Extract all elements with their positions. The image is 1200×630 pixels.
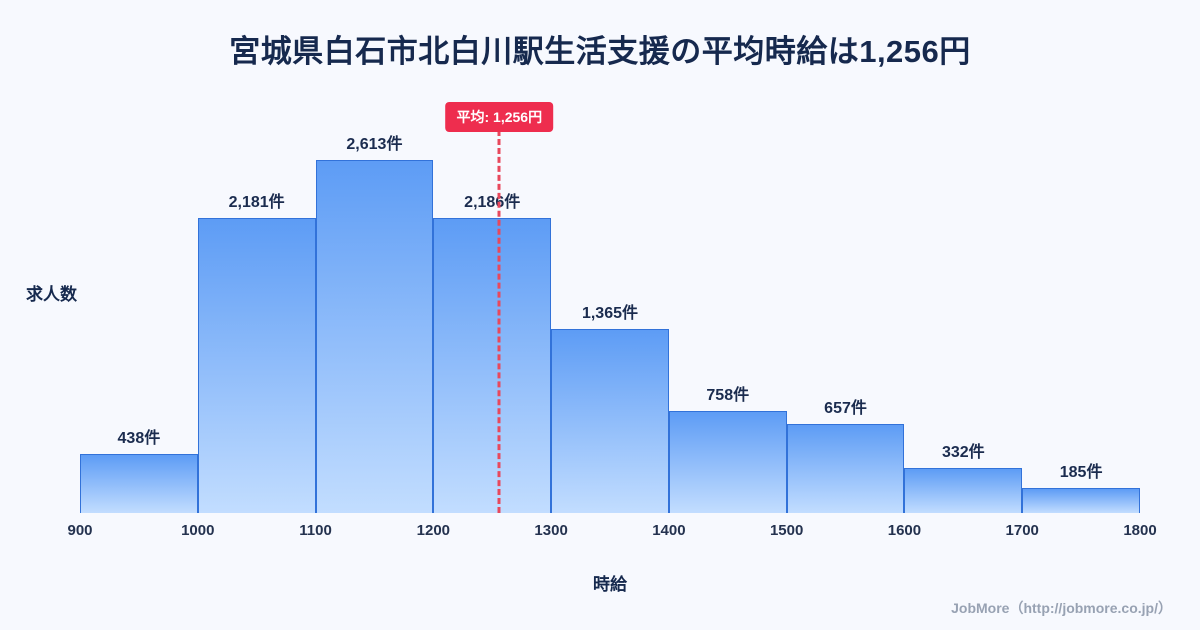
bar-value-label: 1,365件	[581, 304, 639, 322]
bar-value-label: 438件	[117, 429, 161, 447]
histogram-bar: 657件	[786, 400, 905, 513]
histogram-bar: 2,613件	[315, 136, 434, 513]
x-tick-label: 1300	[534, 522, 568, 539]
bar-value-label: 657件	[824, 400, 867, 418]
x-tick-label: 1700	[1005, 522, 1039, 539]
footer-credit: JobMore（http://jobmore.co.jp/）	[951, 600, 1172, 616]
average-line	[497, 130, 501, 513]
histogram-bar: 1,365件	[551, 305, 669, 513]
histogram-bar: 2,186件	[433, 194, 552, 513]
histogram-bar: 2,181件	[197, 194, 316, 513]
x-tick-label: 1400	[652, 522, 686, 539]
x-tick-label: 1800	[1123, 522, 1157, 539]
histogram-bar: 758件	[668, 387, 787, 513]
histogram-bar: 332件	[904, 444, 1023, 513]
bar-value-label: 332件	[941, 444, 985, 462]
x-tick-label: 1500	[769, 522, 804, 539]
histogram-bar: 438件	[80, 430, 198, 513]
x-axis-label: 時給	[593, 575, 627, 594]
bar-value-label: 185件	[1059, 464, 1103, 482]
bar-value-label: 2,186件	[464, 193, 521, 211]
x-tick-label: 1600	[887, 522, 922, 539]
bar-value-label: 2,613件	[346, 136, 403, 153]
plot-area: 438件 2,181件 2,613件 2,186件 1,365件 758件 657件 332件…	[67, 100, 1157, 539]
average-badge: 平均: 1,256円	[445, 102, 554, 132]
y-axis-label: 求人数	[26, 285, 77, 304]
x-tick-label: 1200	[416, 522, 451, 539]
chart-title: 宮城県白石市北白川駅生活支援の平均時給は1,256円	[229, 34, 971, 69]
x-tick-label: 1000	[181, 522, 215, 539]
bar-value-label: 2,181件	[228, 194, 285, 212]
x-tick-label: 1100	[299, 522, 332, 539]
bar-value-label: 758件	[706, 386, 750, 404]
histogram-bar: 185件	[1022, 464, 1140, 513]
x-tick-label: 900	[67, 522, 93, 539]
